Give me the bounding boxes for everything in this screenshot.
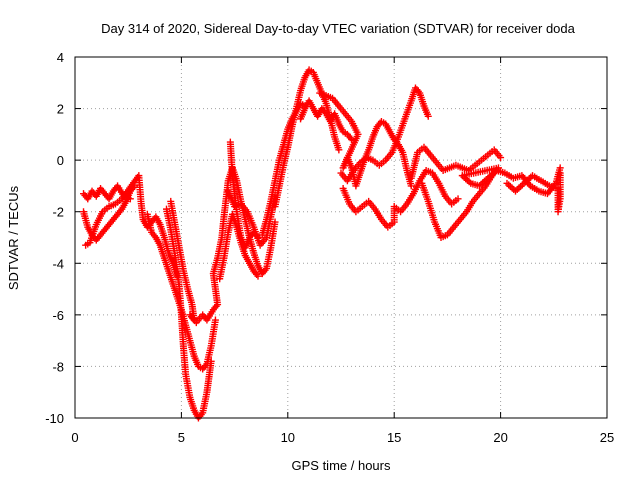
x-tick-label: 25 xyxy=(600,430,614,445)
y-axis-label: SDTVAR / TECUs xyxy=(6,185,21,290)
y-tick-label: 0 xyxy=(57,153,64,168)
x-tick-labels: 0 5 10 15 20 25 xyxy=(71,430,614,445)
x-axis-label: GPS time / hours xyxy=(292,458,391,473)
x-tick-label: 5 xyxy=(178,430,185,445)
x-tick-label: 20 xyxy=(493,430,507,445)
y-tick-label: -6 xyxy=(52,308,64,323)
x-tick-label: 15 xyxy=(387,430,401,445)
data-marks xyxy=(80,66,564,422)
series-0 xyxy=(80,66,564,422)
data-point xyxy=(424,112,432,120)
data-point xyxy=(556,169,564,177)
data-point xyxy=(207,357,215,365)
y-tick-label: -10 xyxy=(45,411,64,426)
y-tick-label: -4 xyxy=(52,256,64,271)
chart-title: Day 314 of 2020, Sidereal Day-to-day VTE… xyxy=(101,21,576,36)
data-point xyxy=(497,154,505,162)
data-point xyxy=(454,195,462,203)
y-tick-label: -2 xyxy=(52,205,64,220)
data-point xyxy=(211,316,219,324)
y-tick-label: -8 xyxy=(52,359,64,374)
y-tick-labels: -10 -8 -6 -4 -2 0 2 4 xyxy=(45,50,64,426)
x-tick-label: 10 xyxy=(281,430,295,445)
data-point xyxy=(335,146,343,154)
x-tick-label: 0 xyxy=(71,430,78,445)
plot-frame xyxy=(74,56,608,419)
data-point xyxy=(254,272,262,280)
y-tick-label: 4 xyxy=(57,50,64,65)
y-tick-label: 2 xyxy=(57,102,64,117)
data-point xyxy=(407,182,415,190)
